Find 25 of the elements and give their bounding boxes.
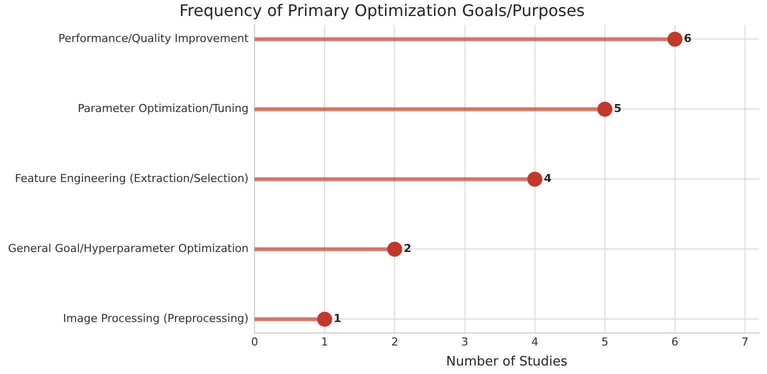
x-tick-label: 4 [531, 336, 538, 349]
x-axis-title: Number of Studies [446, 354, 568, 370]
x-tick-label: 6 [671, 336, 678, 349]
point [317, 312, 332, 327]
point [597, 102, 612, 117]
y-tick-label: General Goal/Hyperparameter Optimization [8, 242, 249, 256]
chart-title: Frequency of Primary Optimization Goals/Purposes [179, 0, 585, 20]
y-tick-label: Parameter Optimization/Tuning [78, 102, 249, 116]
y-tick-label: Image Processing (Preprocessing) [63, 312, 249, 326]
point [527, 172, 542, 187]
x-tick-label: 2 [391, 336, 398, 349]
x-tick-label: 5 [601, 336, 608, 349]
point [667, 32, 682, 47]
point [387, 242, 402, 257]
data-label: 1 [334, 312, 342, 326]
x-tick-label: 7 [741, 336, 748, 349]
y-tick-label: Feature Engineering (Extraction/Selection) [14, 172, 249, 186]
x-tick-label: 0 [251, 336, 258, 349]
data-label: 5 [614, 102, 622, 116]
data-label: 4 [544, 172, 552, 186]
x-tick-label: 1 [321, 336, 328, 349]
data-label: 2 [404, 242, 412, 256]
y-tick-label: Performance/Quality Improvement [58, 32, 250, 46]
x-tick-label: 3 [461, 336, 468, 349]
data-label: 6 [684, 32, 692, 46]
